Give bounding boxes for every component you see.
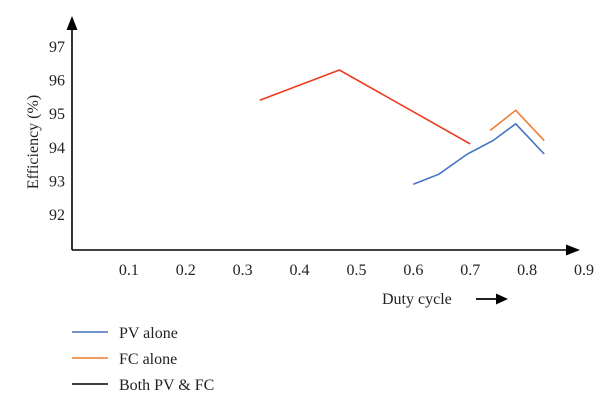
legend-item-pv: PV alone (72, 325, 178, 342)
series-lines (259, 69, 545, 186)
legend: PV alone FC alone Both PV & FC (72, 325, 214, 394)
x-tick-label: 0.3 (233, 262, 253, 279)
legend-item-fc: FC alone (72, 351, 177, 368)
x-tick-label: 0.6 (403, 262, 423, 279)
x-tick-label: 0.5 (346, 262, 366, 279)
y-axis-arrowhead (66, 16, 78, 30)
legend-item-both: Both PV & FC (72, 377, 214, 394)
y-tick-labels: 92 93 94 95 96 97 (49, 39, 65, 224)
y-tick-label: 97 (49, 39, 65, 56)
x-axis-arrowhead (566, 244, 580, 256)
legend-label-fc: FC alone (119, 351, 177, 368)
y-tick-label: 95 (49, 106, 65, 123)
x-tick-label: 0.7 (460, 262, 480, 279)
series-line-0 (413, 122, 545, 186)
legend-label-pv: PV alone (119, 325, 178, 342)
y-axis-title: Efficiency (%) (25, 95, 42, 189)
x-tick-label: 0.1 (119, 262, 139, 279)
x-tick-label: 0.4 (290, 262, 310, 279)
series-line-1 (489, 109, 545, 142)
x-axis-title-arrow-icon (476, 293, 508, 305)
legend-label-both: Both PV & FC (119, 377, 214, 394)
x-tick-label: 0.9 (574, 262, 594, 279)
y-tick-label: 92 (49, 207, 65, 224)
y-tick-label: 96 (49, 73, 65, 90)
x-axis-title: Duty cycle (382, 291, 452, 308)
y-tick-label: 93 (49, 173, 65, 190)
series-line-3 (259, 69, 471, 145)
x-tick-label: 0.8 (517, 262, 537, 279)
y-tick-label: 94 (49, 140, 65, 157)
x-tick-labels: 0.1 0.2 0.3 0.4 0.5 0.6 0.7 0.8 0.9 (119, 262, 594, 279)
x-tick-label: 0.2 (176, 262, 196, 279)
